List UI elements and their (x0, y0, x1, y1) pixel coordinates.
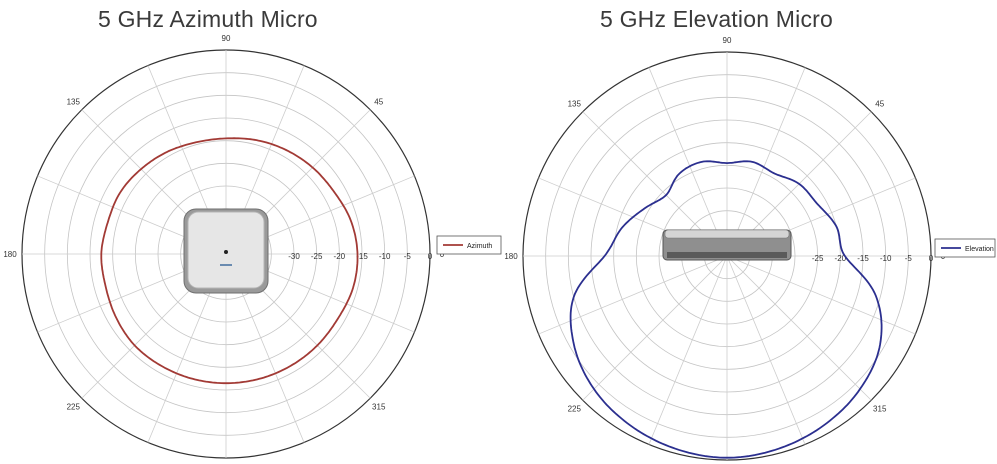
radial-tick-label: 0 (428, 252, 433, 261)
elevation-polar-chart: 90450315270225180135-25-20-15-10-50Eleva… (504, 36, 996, 461)
angle-label: 315 (873, 405, 887, 414)
angle-label: 180 (504, 252, 518, 261)
grid-spoke (648, 255, 728, 445)
angle-label: 135 (67, 97, 81, 106)
grid-spoke (538, 255, 728, 335)
legend-box (436, 235, 502, 255)
radial-tick-label: -15 (356, 252, 368, 261)
legend: Azimuth (436, 235, 502, 255)
radial-tick-label: -10 (379, 252, 391, 261)
device-top (664, 229, 790, 239)
legend-label: Elevation (965, 246, 994, 253)
radial-tick-label: -5 (404, 252, 412, 261)
angle-label: 45 (875, 99, 884, 108)
radial-tick-label: -25 (812, 254, 824, 263)
angle-label: 90 (222, 34, 231, 43)
status-led (224, 250, 228, 254)
grid-spoke (648, 67, 728, 257)
radial-tick-label: -5 (905, 254, 913, 263)
angle-label: 135 (568, 99, 582, 108)
azimuth-chart-title: 5 GHz Azimuth Micro (98, 6, 318, 32)
grid-spoke (726, 255, 872, 401)
grid-spoke (726, 255, 916, 335)
series-line-elevation (569, 160, 883, 459)
cisco-logo (220, 264, 232, 266)
radial-tick-label: -30 (288, 252, 300, 261)
radial-tick-label: -15 (857, 254, 869, 263)
angle-label: 45 (374, 97, 383, 106)
angle-label: 0 (440, 250, 445, 259)
legend-label: Azimuth (467, 243, 492, 250)
grid-spoke (726, 255, 806, 445)
access-point-image (662, 229, 792, 261)
radial-tick-label: 0 (929, 254, 934, 263)
radial-tick-label: -25 (311, 252, 323, 261)
legend-box (934, 238, 996, 258)
grid-spoke (582, 255, 728, 401)
radial-tick-label: -10 (880, 254, 892, 263)
angle-label: 225 (568, 405, 582, 414)
elevation-chart-title: 5 GHz Elevation Micro (600, 6, 833, 32)
angle-label: 180 (3, 250, 17, 259)
radial-tick-label: -20 (835, 254, 847, 263)
angle-label: 315 (372, 403, 386, 412)
radial-tick-label: -20 (334, 252, 346, 261)
grid-spoke (726, 67, 806, 257)
angle-label: 225 (67, 403, 81, 412)
access-point-image (183, 208, 269, 294)
azimuth-polar-chart: 90450315270225180135-30-25-20-15-10-50Az… (3, 34, 502, 459)
angle-label: 90 (723, 36, 732, 45)
legend: Elevation (934, 238, 996, 258)
series-line-azimuth (100, 137, 359, 385)
device-base (667, 252, 787, 258)
